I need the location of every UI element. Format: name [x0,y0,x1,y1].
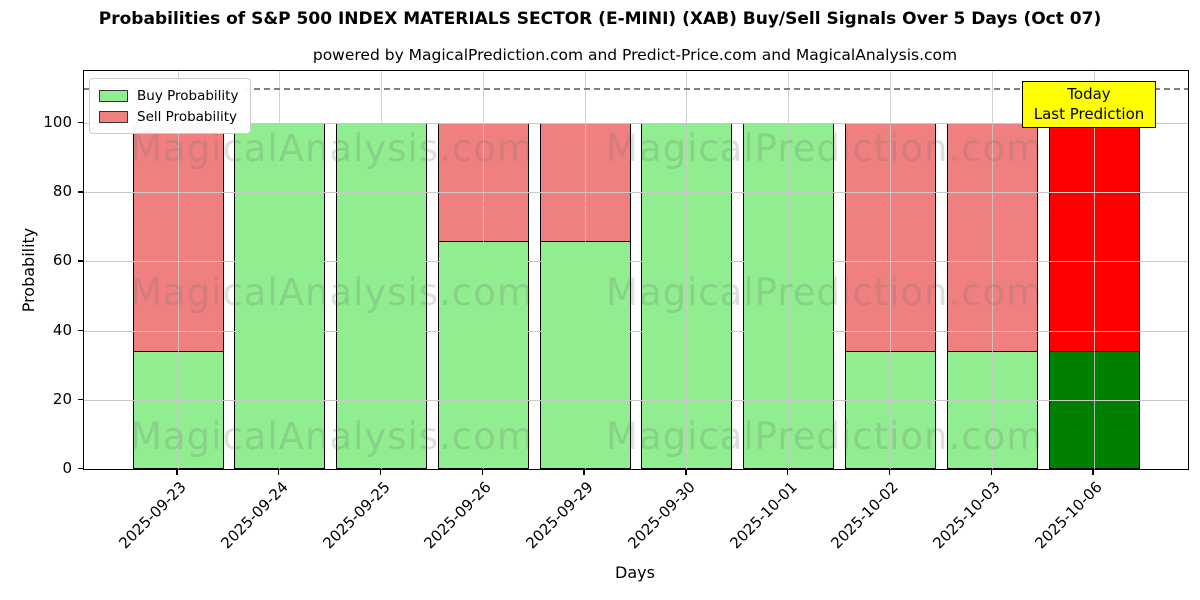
dashed-threshold-line [84,88,1188,90]
x-tick-label: 2025-09-23 [115,478,190,553]
chart-subtitle: powered by MagicalPrediction.com and Pre… [312,46,958,64]
y-tick [78,468,83,470]
watermark-text: MagicalAnalysis.com [130,127,534,170]
h-gridline [84,122,1188,124]
y-tick [78,398,83,401]
annotation-line-2: Last Prediction [1033,105,1145,123]
y-tick-label: 80 [52,182,72,201]
x-tick [990,470,992,475]
y-tick [78,191,83,193]
watermark-text: MagicalPrediction.com [606,127,1044,170]
x-tick-label: 2025-10-03 [929,478,1004,553]
legend-item-sell: Sell Probability [99,106,238,127]
h-gridline [84,330,1188,332]
watermark-text: MagicalPrediction.com [606,415,1044,458]
x-axis-title: Days [615,563,655,582]
today-annotation: Today Last Prediction [1022,81,1156,128]
v-gridline [482,71,484,469]
v-gridline [381,71,383,469]
legend-item-buy: Buy Probability [99,85,238,106]
legend-label-buy: Buy Probability [137,87,239,104]
x-tick-label: 2025-10-01 [726,478,801,553]
y-tick-label: 60 [52,251,72,270]
x-tick-label: 2025-10-06 [1031,478,1106,553]
legend-label-sell: Sell Probability [137,108,238,125]
v-gridline [991,71,993,469]
x-tick [481,470,484,475]
y-tick-label: 0 [62,459,72,477]
x-tick-label: 2025-09-29 [522,478,597,553]
watermark-text: MagicalPrediction.com [606,271,1044,314]
x-tick [278,470,280,475]
h-gridline [84,261,1188,263]
y-tick-label: 20 [52,389,72,408]
x-tick [685,470,687,475]
watermark-text: MagicalAnalysis.com [130,271,534,314]
x-tick-label: 2025-10-02 [827,478,903,553]
annotation-line-1: Today [1067,85,1111,103]
h-gridline [84,399,1188,401]
v-gridline [279,71,281,469]
x-tick [176,470,178,475]
v-gridline [788,71,790,469]
legend: Buy Probability Sell Probability [89,78,252,134]
sell-swatch-icon [99,110,128,123]
y-tick [78,329,83,331]
x-tick-label: 2025-09-26 [420,478,496,553]
y-tick-label: 100 [43,112,72,131]
x-tick-label: 2025-09-25 [318,478,394,553]
h-gridline [84,192,1188,194]
watermark-text: MagicalAnalysis.com [130,415,534,458]
y-tick [78,121,83,124]
buy-swatch-icon [99,89,128,102]
x-tick [583,470,585,475]
x-tick [786,470,789,475]
plot-area: MagicalAnalysis.com MagicalPrediction.com… [83,70,1189,470]
x-tick-label: 2025-09-24 [217,478,292,553]
chart-title: Probabilities of S&P 500 INDEX MATERIALS… [98,9,1102,29]
y-tick [78,260,83,262]
v-gridline [584,71,586,469]
x-tick-label: 2025-09-30 [624,478,699,553]
v-gridline [177,71,179,469]
x-tick [1092,470,1094,475]
v-gridline [889,71,891,469]
v-gridline [1093,71,1095,469]
x-tick [888,470,891,475]
v-gridline [686,71,688,469]
x-tick [379,470,382,475]
y-tick-label: 40 [52,320,72,339]
